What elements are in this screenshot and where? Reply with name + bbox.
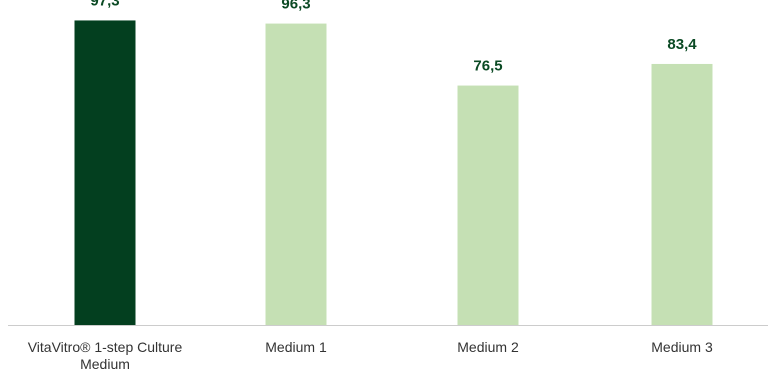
x-tick-label-line: Medium 1: [265, 339, 327, 355]
x-tick-label-2: Medium 1: [265, 339, 327, 355]
x-tick-label-line: Medium 3: [651, 339, 713, 355]
bar-1: [74, 20, 136, 326]
bar-2: [265, 23, 327, 326]
value-label-4: 83,4: [667, 36, 697, 53]
bars-group: [74, 20, 713, 326]
bar-4: [651, 63, 713, 325]
value-label-2: 96,3: [281, 0, 310, 13]
x-tick-label-1: VitaVitro® 1-step Culture Medium: [28, 339, 183, 371]
value-labels-group: 97,3 96,3 76,5 83,4: [90, 0, 697, 75]
x-tick-label-4: Medium 3: [651, 339, 713, 355]
x-tick-label-line: Medium 2: [457, 339, 519, 355]
value-label-1: 97,3: [90, 0, 119, 9]
x-tick-label-line: VitaVitro® 1-step Culture: [28, 339, 183, 355]
x-tick-labels-group: VitaVitro® 1-step Culture Medium Medium 1 M…: [28, 339, 713, 371]
value-label-3: 76,5: [473, 58, 502, 75]
bar-3: [457, 85, 519, 326]
x-tick-label-3: Medium 2: [457, 339, 519, 355]
x-tick-label-line: Medium: [80, 356, 130, 371]
